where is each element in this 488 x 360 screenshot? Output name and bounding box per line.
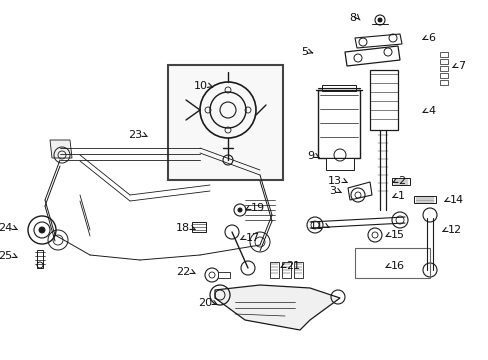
Bar	[439, 52, 447, 57]
Bar	[269, 262, 279, 278]
Text: 13: 13	[327, 176, 341, 186]
Text: 17: 17	[245, 233, 260, 243]
Text: 25: 25	[0, 251, 12, 261]
Bar	[325, 158, 353, 170]
Bar	[439, 66, 447, 71]
Text: 8: 8	[348, 13, 355, 23]
Text: 6: 6	[427, 33, 434, 43]
Bar	[293, 262, 303, 278]
Bar	[282, 262, 290, 278]
Circle shape	[238, 208, 242, 212]
Bar	[413, 196, 435, 203]
Bar	[354, 248, 429, 278]
Text: 5: 5	[301, 47, 307, 57]
Bar	[168, 65, 283, 180]
Text: 3: 3	[328, 186, 335, 196]
Polygon shape	[347, 182, 371, 200]
Bar	[439, 73, 447, 78]
Circle shape	[39, 227, 45, 233]
Text: 11: 11	[309, 221, 324, 231]
Bar	[218, 272, 229, 278]
Bar	[439, 80, 447, 85]
Text: 24: 24	[0, 223, 12, 233]
Circle shape	[377, 18, 381, 22]
Text: 20: 20	[198, 298, 212, 308]
Text: 14: 14	[449, 195, 463, 205]
Text: 21: 21	[285, 261, 300, 271]
Bar	[37, 250, 43, 268]
Text: 2: 2	[397, 176, 404, 186]
Bar	[321, 85, 355, 91]
Polygon shape	[354, 34, 401, 48]
Bar	[439, 59, 447, 64]
Text: 7: 7	[457, 61, 464, 71]
Bar	[369, 70, 397, 130]
Bar	[192, 222, 205, 232]
Polygon shape	[215, 285, 339, 330]
Polygon shape	[254, 160, 282, 175]
Text: 15: 15	[390, 230, 404, 240]
Text: 23: 23	[128, 130, 142, 140]
Bar	[317, 90, 359, 158]
Polygon shape	[50, 140, 72, 158]
Text: 4: 4	[427, 106, 434, 116]
Polygon shape	[345, 46, 399, 66]
Text: 18: 18	[176, 223, 190, 233]
Text: 16: 16	[390, 261, 404, 271]
Text: 12: 12	[447, 225, 461, 235]
Text: 10: 10	[194, 81, 207, 91]
Text: 19: 19	[250, 203, 264, 213]
Text: 9: 9	[306, 151, 313, 161]
Bar	[391, 178, 409, 185]
Text: 22: 22	[175, 267, 190, 277]
Text: 1: 1	[397, 191, 404, 201]
